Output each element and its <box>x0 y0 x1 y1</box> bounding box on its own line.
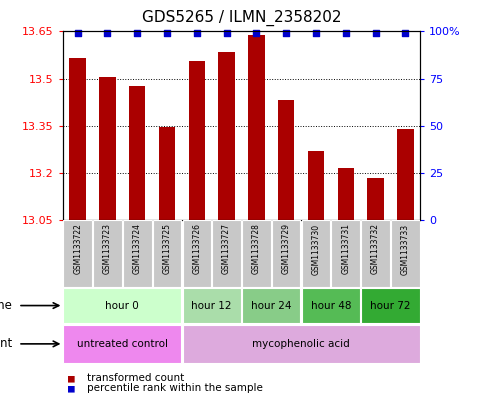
Bar <box>361 288 420 323</box>
Text: percentile rank within the sample: percentile rank within the sample <box>87 383 263 393</box>
Bar <box>63 220 92 287</box>
Bar <box>278 100 294 220</box>
Bar <box>123 220 152 287</box>
Bar <box>308 151 324 220</box>
Bar <box>368 178 384 220</box>
Bar <box>129 86 145 220</box>
Bar <box>153 220 181 287</box>
Bar <box>302 220 330 287</box>
Text: ■: ■ <box>68 373 74 383</box>
Text: GDS5265 / ILMN_2358202: GDS5265 / ILMN_2358202 <box>142 9 341 26</box>
Text: GSM1133724: GSM1133724 <box>133 223 142 274</box>
Bar <box>218 52 235 220</box>
Bar <box>183 288 241 323</box>
Text: hour 24: hour 24 <box>251 301 292 310</box>
Bar <box>189 61 205 220</box>
Bar <box>70 58 86 220</box>
Text: GSM1133729: GSM1133729 <box>282 223 291 274</box>
Text: GSM1133726: GSM1133726 <box>192 223 201 274</box>
Bar <box>302 288 360 323</box>
Point <box>401 30 409 36</box>
Point <box>223 30 230 36</box>
Text: GSM1133727: GSM1133727 <box>222 223 231 274</box>
Bar <box>397 129 413 220</box>
Bar <box>248 35 265 220</box>
Text: GSM1133725: GSM1133725 <box>163 223 171 274</box>
Bar <box>63 288 181 323</box>
Point <box>282 30 290 36</box>
Bar <box>213 220 241 287</box>
Text: hour 72: hour 72 <box>370 301 411 310</box>
Text: GSM1133722: GSM1133722 <box>73 223 82 274</box>
Text: GSM1133723: GSM1133723 <box>103 223 112 274</box>
Point <box>372 30 380 36</box>
Text: mycophenolic acid: mycophenolic acid <box>252 339 350 349</box>
Bar <box>391 220 420 287</box>
Bar <box>242 288 300 323</box>
Bar <box>99 77 115 220</box>
Bar <box>183 325 420 363</box>
Text: hour 48: hour 48 <box>311 301 351 310</box>
Bar <box>338 168 354 220</box>
Text: transformed count: transformed count <box>87 373 184 383</box>
Point <box>133 30 141 36</box>
Point <box>163 30 171 36</box>
Bar <box>361 220 390 287</box>
Bar <box>242 220 270 287</box>
Point <box>193 30 201 36</box>
Point <box>74 30 82 36</box>
Bar <box>159 127 175 220</box>
Point <box>253 30 260 36</box>
Bar <box>272 220 300 287</box>
Point <box>312 30 320 36</box>
Bar <box>183 220 211 287</box>
Text: GSM1133732: GSM1133732 <box>371 223 380 274</box>
Text: hour 12: hour 12 <box>191 301 232 310</box>
Text: ■: ■ <box>68 383 74 393</box>
Text: agent: agent <box>0 337 12 351</box>
Point <box>342 30 350 36</box>
Bar <box>63 325 181 363</box>
Text: untreated control: untreated control <box>77 339 168 349</box>
Text: time: time <box>0 299 12 312</box>
Bar <box>93 220 122 287</box>
Text: GSM1133730: GSM1133730 <box>312 223 320 275</box>
Point <box>104 30 112 36</box>
Text: GSM1133733: GSM1133733 <box>401 223 410 275</box>
Bar <box>331 220 360 287</box>
Text: hour 0: hour 0 <box>105 301 139 310</box>
Text: GSM1133731: GSM1133731 <box>341 223 350 274</box>
Text: GSM1133728: GSM1133728 <box>252 223 261 274</box>
